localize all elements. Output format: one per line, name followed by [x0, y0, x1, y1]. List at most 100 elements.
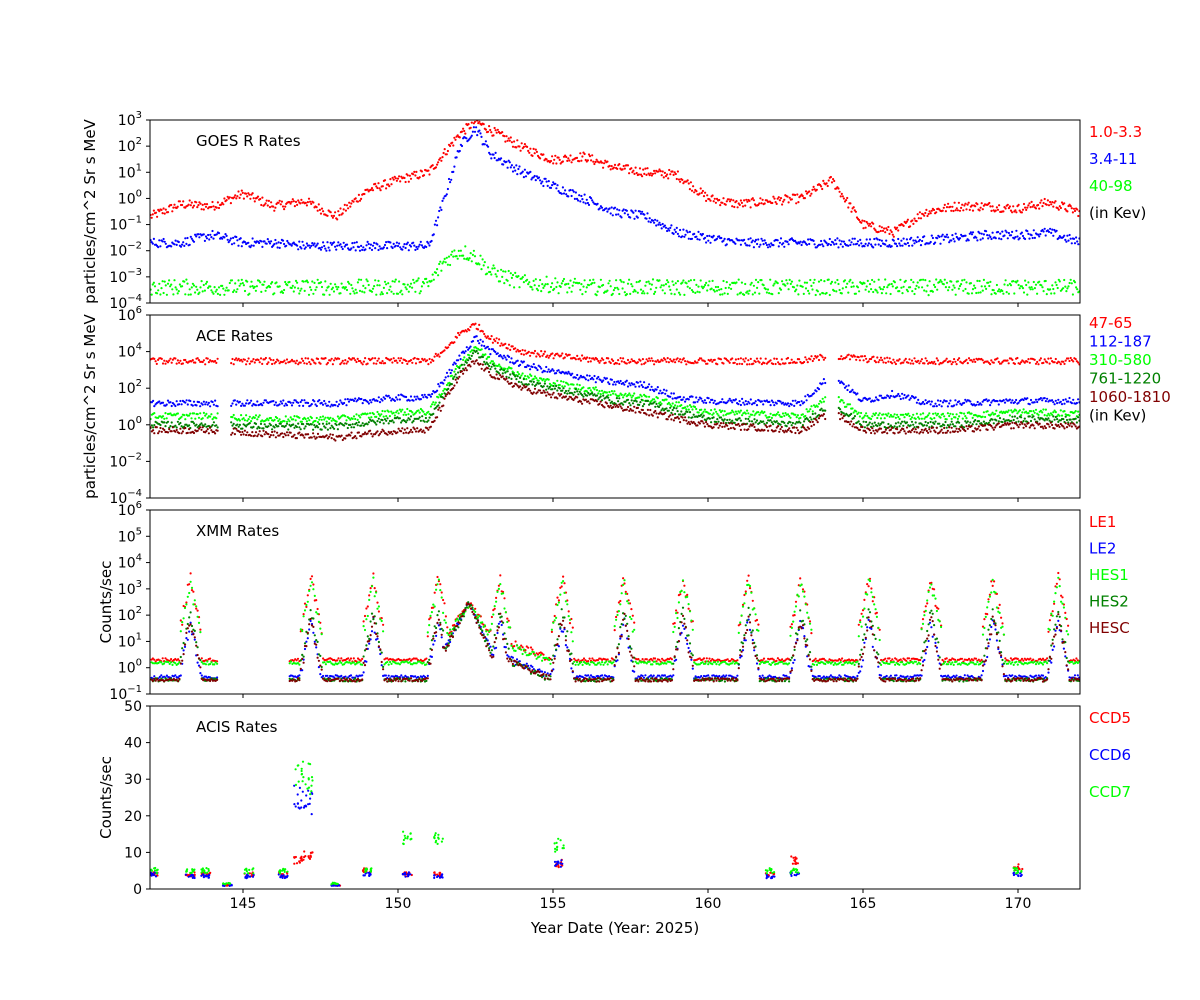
data-point: [896, 286, 899, 289]
data-point: [688, 404, 692, 407]
data-point: [754, 278, 758, 281]
data-point: [566, 291, 569, 294]
data-point: [489, 361, 492, 365]
data-point: [674, 361, 677, 364]
data-point: [593, 281, 596, 284]
data-point: [207, 361, 210, 364]
data-point: [1027, 232, 1030, 235]
data-point: [868, 283, 872, 286]
data-point: [1001, 289, 1004, 293]
data-point: [922, 412, 925, 415]
data-point: [292, 290, 295, 293]
data-point: [266, 238, 269, 241]
data-point: [711, 398, 714, 401]
data-point: [607, 282, 610, 285]
data-point: [546, 354, 549, 357]
data-point: [469, 350, 472, 353]
data-point: [899, 244, 902, 247]
data-point: [724, 286, 727, 290]
data-point: [608, 279, 611, 282]
data-point: [279, 422, 282, 425]
data-point: [304, 425, 307, 428]
data-point: [971, 416, 974, 419]
data-point: [862, 359, 865, 362]
y-tick-base: 10: [118, 139, 136, 155]
y-tick-exponent: 3: [136, 110, 142, 121]
data-point: [700, 397, 703, 400]
data-point: [307, 293, 311, 296]
data-point: [487, 145, 490, 148]
data-point: [883, 417, 886, 420]
data-point: [335, 420, 338, 423]
data-point: [788, 405, 791, 408]
data-point: [970, 292, 974, 295]
data-point: [884, 231, 887, 234]
data-point: [613, 206, 617, 209]
data-point: [382, 422, 385, 425]
data-point: [208, 238, 211, 241]
data-point: [362, 246, 365, 249]
data-point: [730, 198, 733, 201]
data-point: [252, 197, 255, 200]
data-point: [419, 360, 422, 363]
data-point: [325, 289, 328, 292]
data-point: [1011, 211, 1014, 214]
data-point: [823, 280, 826, 283]
data-point: [237, 190, 240, 193]
data-point: [351, 287, 354, 290]
data-point: [872, 246, 875, 249]
data-point: [421, 394, 424, 397]
data-point: [578, 281, 581, 285]
data-point: [540, 377, 543, 380]
data-point: [954, 232, 957, 235]
data-point: [569, 279, 572, 282]
data-point: [808, 242, 811, 246]
data-point: [751, 197, 754, 200]
data-point: [883, 285, 886, 289]
data-point: [299, 361, 302, 364]
data-point: [851, 237, 854, 240]
data-point: [185, 278, 188, 281]
data-point: [639, 359, 642, 362]
data-point: [174, 286, 177, 289]
data-point: [268, 206, 272, 209]
data-point: [500, 342, 503, 345]
data-point: [1043, 358, 1046, 361]
data-point: [531, 154, 534, 157]
data-point: [1024, 237, 1027, 241]
data-point: [658, 168, 661, 171]
data-point: [388, 415, 391, 418]
data-point: [722, 279, 725, 283]
data-point: [873, 399, 876, 402]
data-point: [178, 361, 181, 364]
data-point: [743, 293, 746, 296]
data-point: [181, 362, 184, 365]
data-point: [319, 212, 323, 215]
data-point: [420, 285, 423, 288]
data-point: [354, 417, 357, 421]
data-point: [911, 219, 914, 222]
data-point: [640, 395, 643, 398]
data-point: [878, 359, 881, 362]
data-point: [932, 208, 936, 212]
data-point: [267, 240, 270, 243]
data-point: [527, 283, 530, 286]
data-point: [1067, 400, 1070, 403]
data-point: [330, 243, 333, 246]
data-point: [194, 291, 197, 294]
data-point: [281, 402, 284, 405]
data-point: [887, 395, 890, 398]
data-point: [306, 201, 309, 204]
data-point: [557, 156, 560, 159]
data-point: [216, 405, 219, 408]
data-point: [996, 400, 999, 403]
data-point: [995, 409, 998, 412]
data-point: [864, 242, 867, 245]
data-point: [610, 378, 614, 381]
data-point: [299, 400, 302, 404]
data-point: [287, 428, 290, 431]
data-point: [527, 376, 530, 379]
data-point: [927, 212, 930, 216]
data-point: [874, 229, 877, 232]
data-point: [173, 279, 176, 282]
